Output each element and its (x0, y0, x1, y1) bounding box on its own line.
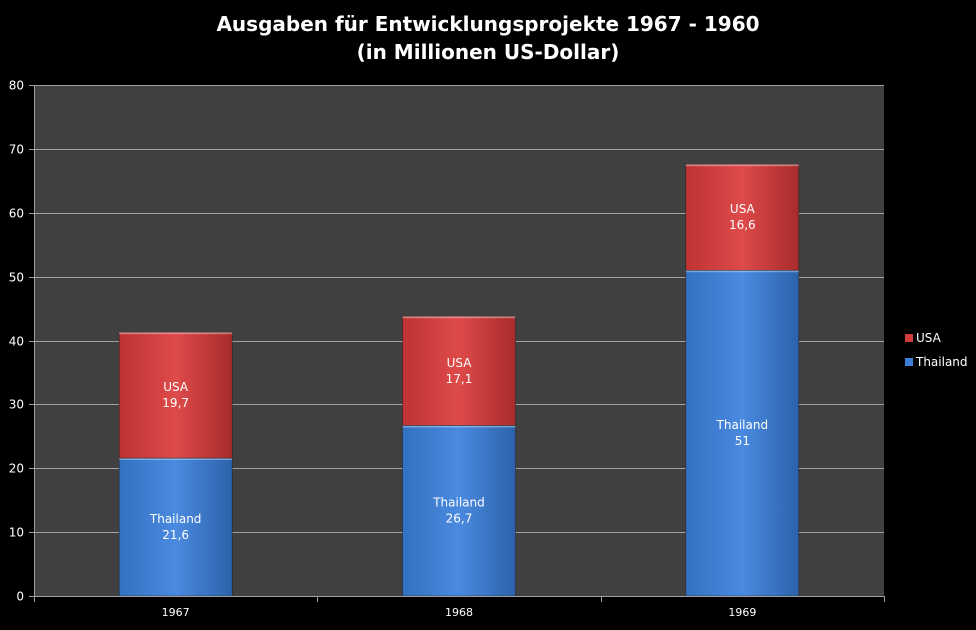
data-label-value: 16,6 (729, 218, 756, 232)
legend-swatch-thailand (905, 358, 913, 366)
data-label-series: Thailand (149, 512, 202, 526)
y-tick-label: 80 (9, 79, 24, 93)
bar-highlight (685, 270, 799, 273)
data-label-value: 26,7 (446, 512, 473, 526)
bar-highlight (402, 425, 516, 428)
bar-usa-1969 (685, 163, 800, 271)
y-tick-label: 0 (16, 590, 24, 604)
bar-usa-1968 (402, 315, 516, 426)
data-label-series: Thailand (432, 496, 485, 510)
data-label-value: 19,7 (162, 396, 189, 410)
bar-usa-1967 (118, 331, 233, 459)
y-tick-label: 50 (9, 271, 24, 285)
data-label-series: USA (163, 380, 189, 394)
bar-highlight (402, 316, 516, 319)
bar-highlight (119, 458, 233, 461)
legend-label-thailand: Thailand (915, 355, 968, 369)
y-tick-label: 40 (9, 335, 24, 349)
data-label-value: 17,1 (446, 372, 473, 386)
y-tick-label: 60 (9, 207, 24, 221)
bar-thailand-1967 (118, 457, 233, 597)
chart-title-main: Ausgaben für Entwicklungsprojekte 1967 -… (216, 12, 760, 36)
legend-swatch-usa (905, 334, 913, 342)
data-label-series: USA (730, 202, 756, 216)
x-tick-label: 1967 (162, 606, 190, 619)
data-label-value: 51 (735, 434, 750, 448)
y-tick-label: 30 (9, 398, 24, 412)
chart-title: Ausgaben für Entwicklungsprojekte 1967 -… (0, 10, 976, 66)
data-label-series: Thailand (716, 418, 769, 432)
chart-subtitle: (in Millionen US-Dollar) (356, 40, 620, 64)
data-label-series: USA (447, 356, 473, 370)
x-tick-label: 1969 (728, 606, 756, 619)
bar-thailand-1969 (685, 269, 800, 597)
y-tick-label: 10 (9, 526, 24, 540)
y-tick-label: 70 (9, 143, 24, 157)
x-tick-label: 1968 (445, 606, 473, 619)
legend-label-usa: USA (916, 331, 942, 345)
y-tick-label: 20 (9, 462, 24, 476)
data-label-value: 21,6 (162, 528, 189, 542)
bar-thailand-1968 (402, 425, 516, 597)
bar-highlight (119, 332, 233, 335)
bar-highlight (685, 164, 799, 167)
